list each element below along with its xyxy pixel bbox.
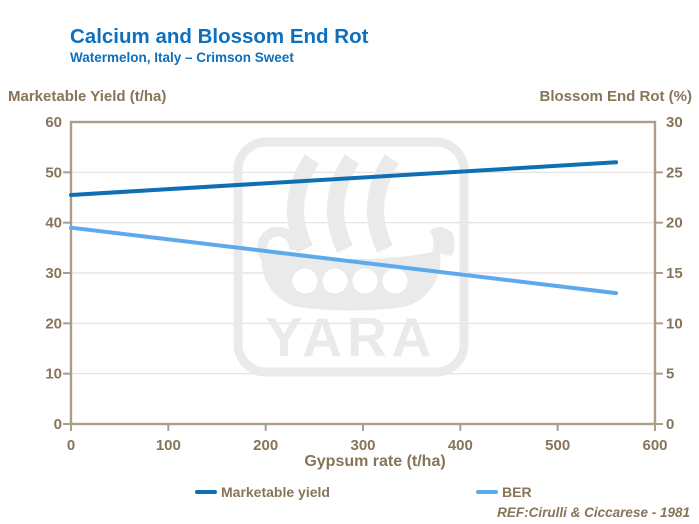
right-axis-title: Blossom End Rot (%) <box>539 88 693 105</box>
legend-label: BER <box>502 484 532 500</box>
legend-item-ber: BER <box>476 484 532 500</box>
y-right-tick-label: 20 <box>666 215 683 232</box>
x-tick-label: 600 <box>642 437 667 454</box>
sail-icon <box>287 154 400 253</box>
legend: Marketable yield BER <box>0 484 699 502</box>
y-left-tick-label: 20 <box>45 315 62 332</box>
x-tick-label: 400 <box>448 437 473 454</box>
legend-label: Marketable yield <box>221 484 330 500</box>
x-axis-title: Gypsum rate (t/ha) <box>304 453 446 470</box>
chart-subtitle: Watermelon, Italy – Crimson Sweet <box>70 50 294 65</box>
series-line-marketable-yield <box>69 160 619 197</box>
chart-title: Calcium and Blossom End Rot <box>70 25 369 48</box>
yield-line-swatch <box>195 490 217 494</box>
ber-line-swatch <box>476 490 498 494</box>
y-right-tick-label: 5 <box>666 366 674 383</box>
y-right-tick-label: 10 <box>666 315 683 332</box>
y-right-tick-label: 30 <box>666 114 683 131</box>
y-left-tick-label: 0 <box>54 416 62 433</box>
reference-text: REF:Cirulli & Ciccarese - 1981 <box>497 505 690 520</box>
y-right-tick-label: 25 <box>666 164 683 181</box>
data-series <box>69 160 619 296</box>
x-tick-label: 500 <box>545 437 570 454</box>
x-tick-label: 300 <box>350 437 375 454</box>
y-left-tick-label: 40 <box>45 215 62 232</box>
y-left-tick-label: 50 <box>45 164 62 181</box>
watermark-frame <box>233 137 469 377</box>
y-right-tick-label: 15 <box>666 265 683 282</box>
x-tick-label: 200 <box>253 437 278 454</box>
y-left-tick-label: 60 <box>45 114 62 131</box>
watermark-text: YARA <box>266 306 437 368</box>
legend-item-marketable-yield: Marketable yield <box>195 484 330 500</box>
x-tick-label: 100 <box>156 437 181 454</box>
left-axis-title: Marketable Yield (t/ha) <box>8 88 167 105</box>
yara-logo-watermark: YARA <box>233 137 469 377</box>
x-tick-label: 0 <box>67 437 75 454</box>
y-left-tick-label: 10 <box>45 366 62 383</box>
y-left-tick-label: 30 <box>45 265 62 282</box>
series-line-ber <box>69 225 619 296</box>
y-right-tick-label: 0 <box>666 416 674 433</box>
